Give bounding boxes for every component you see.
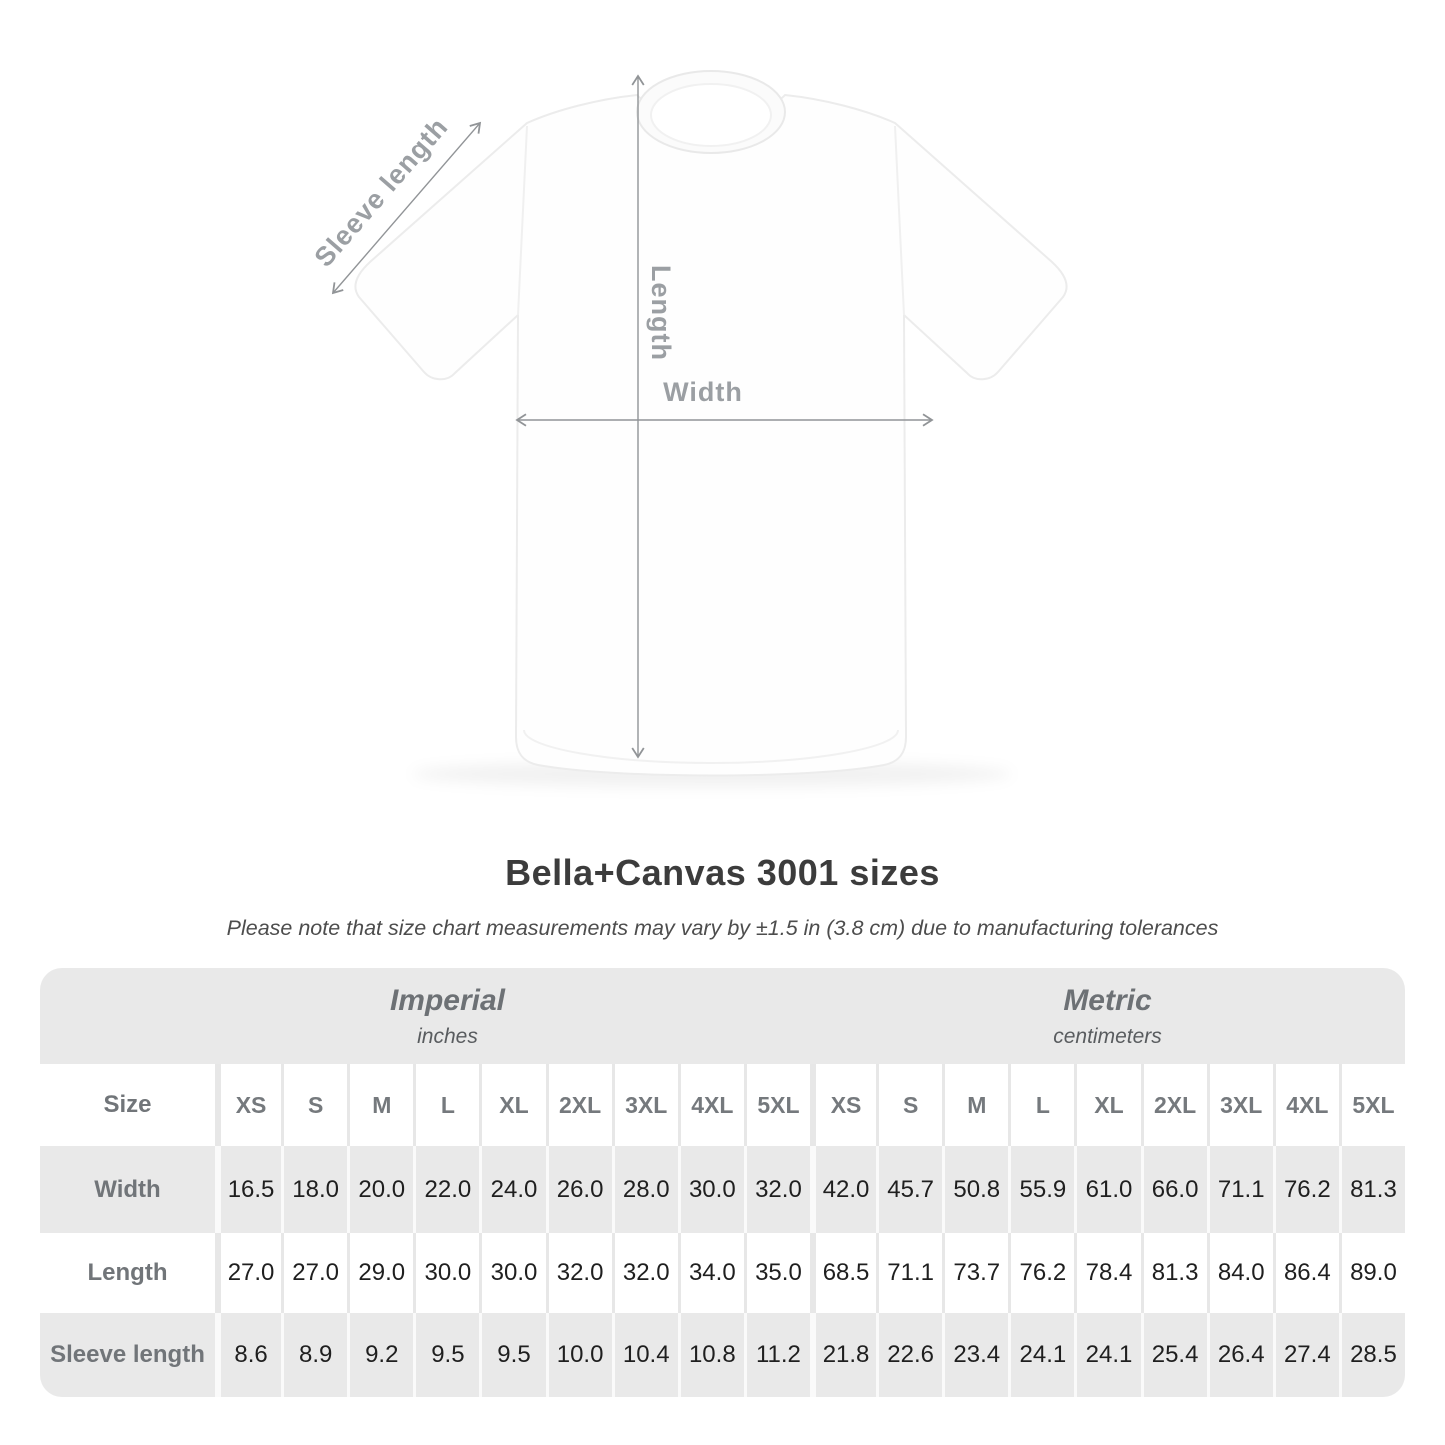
value-cell: 26.0 [545, 1146, 612, 1233]
value-cell: 84.0 [1206, 1233, 1273, 1313]
value-cell: 81.3 [1140, 1233, 1207, 1313]
size-col-header: XL [479, 1064, 546, 1146]
collar-inner [650, 83, 772, 147]
value-cell: 24.1 [1008, 1313, 1075, 1397]
value-cell: 11.2 [743, 1313, 810, 1397]
value-cell: 23.4 [942, 1313, 1009, 1397]
row-label: Width [40, 1146, 215, 1233]
size-col-header: 3XL [611, 1064, 678, 1146]
value-cell: 28.5 [1338, 1313, 1405, 1397]
value-cell: 30.0 [479, 1233, 546, 1313]
value-cell: 76.2 [1272, 1146, 1339, 1233]
value-cell: 16.5 [215, 1146, 282, 1233]
group-header-imperial: Imperial inches [40, 968, 810, 1064]
row-label: Length [40, 1233, 215, 1313]
hem-stitch [523, 729, 899, 765]
chart-title: Bella+Canvas 3001 sizes [505, 852, 940, 893]
value-cell: 71.1 [876, 1233, 943, 1313]
value-cell: 25.4 [1140, 1313, 1207, 1397]
row-label: Sleeve length [40, 1313, 215, 1397]
value-cell: 89.0 [1338, 1233, 1405, 1313]
right-sleeve-seam [894, 125, 905, 316]
value-cell: 27.0 [215, 1233, 282, 1313]
value-cell: 35.0 [743, 1233, 810, 1313]
size-col-header: L [413, 1064, 480, 1146]
size-col-header: 5XL [1338, 1064, 1405, 1146]
value-cell: 32.0 [611, 1233, 678, 1313]
value-cell: 32.0 [545, 1233, 612, 1313]
value-cell: 73.7 [942, 1233, 1009, 1313]
value-cell: 68.5 [810, 1233, 877, 1313]
value-cell: 50.8 [942, 1146, 1009, 1233]
imperial-unit: inches [417, 1024, 478, 1048]
length-label: Length [646, 265, 676, 361]
size-col-header: 2XL [545, 1064, 612, 1146]
value-cell: 71.1 [1206, 1146, 1273, 1233]
width-label: Width [663, 377, 743, 407]
size-col-header: L [1008, 1064, 1075, 1146]
value-cell: 28.0 [611, 1146, 678, 1233]
size-table: Imperial inches Metric centimeters Size X… [40, 968, 1405, 1397]
size-col-header: XS [215, 1064, 282, 1146]
chart-subtitle: Please note that size chart measurements… [226, 916, 1219, 940]
value-cell: 27.4 [1272, 1313, 1339, 1397]
value-cell: 18.0 [281, 1146, 348, 1233]
size-col-header: 5XL [743, 1064, 810, 1146]
value-cell: 78.4 [1074, 1233, 1141, 1313]
value-cell: 26.4 [1206, 1313, 1273, 1397]
value-cell: 22.6 [876, 1313, 943, 1397]
value-cell: 86.4 [1272, 1233, 1339, 1313]
value-cell: 45.7 [876, 1146, 943, 1233]
size-col-header: 2XL [1140, 1064, 1207, 1146]
value-cell: 24.0 [479, 1146, 546, 1233]
sleeve-length-arrow [331, 121, 482, 295]
size-col-header: 3XL [1206, 1064, 1273, 1146]
value-cell: 42.0 [810, 1146, 877, 1233]
value-cell: 9.5 [413, 1313, 480, 1397]
value-cell: 10.0 [545, 1313, 612, 1397]
metric-label: Metric [1063, 983, 1152, 1017]
value-cell: 29.0 [347, 1233, 414, 1313]
size-col-header: 4XL [1272, 1064, 1339, 1146]
group-header-metric: Metric centimeters [810, 968, 1405, 1064]
value-cell: 24.1 [1074, 1313, 1141, 1397]
size-col-header: M [347, 1064, 414, 1146]
value-cell: 81.3 [1338, 1146, 1405, 1233]
size-col-header: XL [1074, 1064, 1141, 1146]
value-cell: 27.0 [281, 1233, 348, 1313]
left-sleeve-seam [517, 125, 528, 316]
value-cell: 21.8 [810, 1313, 877, 1397]
value-cell: 9.2 [347, 1313, 414, 1397]
size-col-header: XS [810, 1064, 877, 1146]
size-col-header: 4XL [677, 1064, 744, 1146]
value-cell: 30.0 [677, 1146, 744, 1233]
tshirt-graphic [354, 70, 1068, 777]
shirt-diagram-svg: Sleeve length Length Width [309, 70, 1068, 787]
value-cell: 61.0 [1074, 1146, 1141, 1233]
value-cell: 9.5 [479, 1313, 546, 1397]
value-cell: 22.0 [413, 1146, 480, 1233]
value-cell: 30.0 [413, 1233, 480, 1313]
size-col-header: S [281, 1064, 348, 1146]
value-cell: 66.0 [1140, 1146, 1207, 1233]
value-cell: 34.0 [677, 1233, 744, 1313]
value-cell: 10.8 [677, 1313, 744, 1397]
imperial-label: Imperial [389, 983, 506, 1017]
value-cell: 8.6 [215, 1313, 282, 1397]
value-cell: 55.9 [1008, 1146, 1075, 1233]
value-cell: 32.0 [743, 1146, 810, 1233]
size-col-header: M [942, 1064, 1009, 1146]
value-cell: 76.2 [1008, 1233, 1075, 1313]
size-col-header: S [876, 1064, 943, 1146]
value-cell: 20.0 [347, 1146, 414, 1233]
metric-unit: centimeters [1053, 1024, 1162, 1048]
shirt-diagram: Sleeve length Length Width [309, 70, 1068, 787]
value-cell: 8.9 [281, 1313, 348, 1397]
value-cell: 10.4 [611, 1313, 678, 1397]
size-corner-label: Size [40, 1064, 215, 1146]
